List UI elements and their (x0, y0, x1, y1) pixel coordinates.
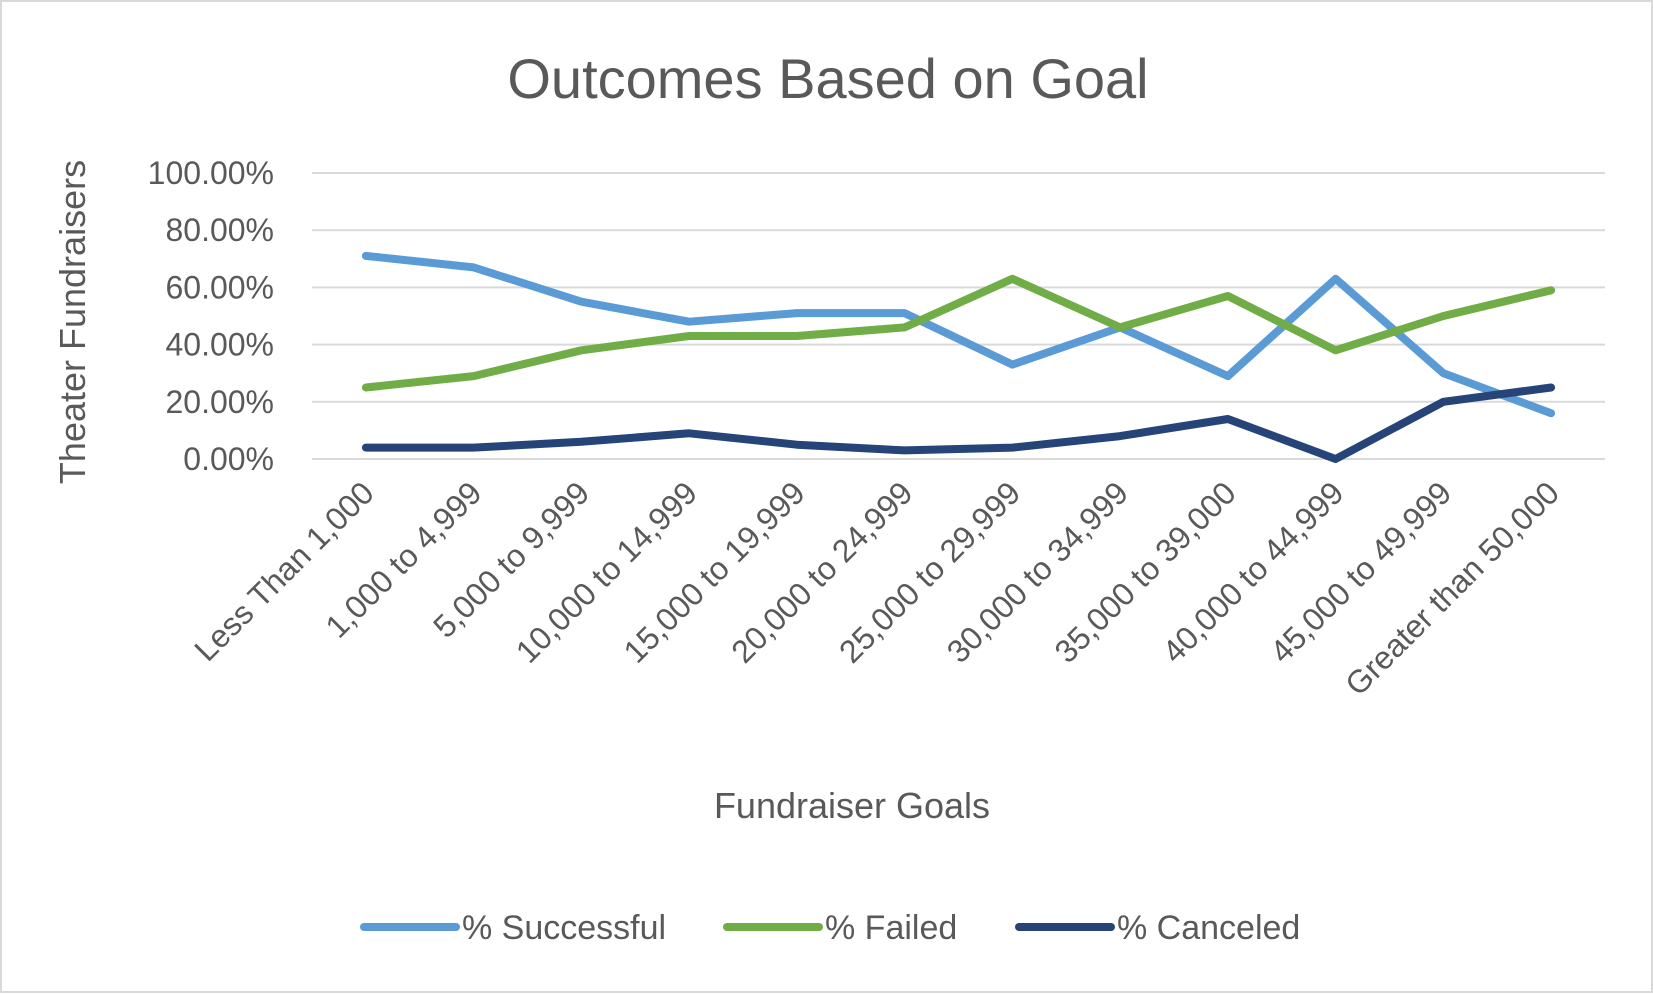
legend: % Successful % Failed % Canceled (360, 909, 1300, 947)
y-tick-label: 60.00% (165, 269, 274, 305)
series-lines (361, 251, 1556, 463)
x-tick-label: Less Than 1,000 (187, 474, 381, 668)
y-tick-label: 100.00% (148, 155, 274, 191)
x-tick-label: 10,000 to 14,999 (509, 474, 704, 669)
series-line (361, 251, 1556, 418)
x-tick-label: 45,000 to 49,999 (1263, 474, 1458, 669)
y-tick-label: 80.00% (165, 212, 274, 248)
chart-title: Outcomes Based on Goal (507, 47, 1148, 110)
x-tick-label: 30,000 to 34,999 (940, 474, 1135, 669)
y-tick-label: 20.00% (165, 384, 274, 420)
x-tick-label: Greater than 50,000 (1338, 474, 1566, 702)
legend-label: % Failed (825, 909, 957, 947)
legend-label: % Successful (462, 909, 666, 947)
x-tick-label: 25,000 to 29,999 (832, 474, 1027, 669)
x-tick-label: 35,000 to 39,000 (1048, 474, 1243, 669)
y-axis-title: Theater Fundraisers (52, 160, 93, 484)
x-axis-title: Fundraiser Goals (714, 785, 990, 826)
y-tick-label: 0.00% (183, 441, 274, 477)
x-tick-label: 20,000 to 24,999 (724, 474, 919, 669)
y-axis-ticks: 0.00% 20.00% 40.00% 60.00% 80.00% 100.00% (148, 155, 274, 477)
x-tick-label: 15,000 to 19,999 (617, 474, 812, 669)
y-tick-label: 40.00% (165, 327, 274, 363)
x-tick-label: 40,000 to 44,999 (1155, 474, 1350, 669)
series-line (361, 383, 1556, 463)
legend-label: % Canceled (1117, 909, 1300, 947)
series-line (361, 274, 1556, 392)
